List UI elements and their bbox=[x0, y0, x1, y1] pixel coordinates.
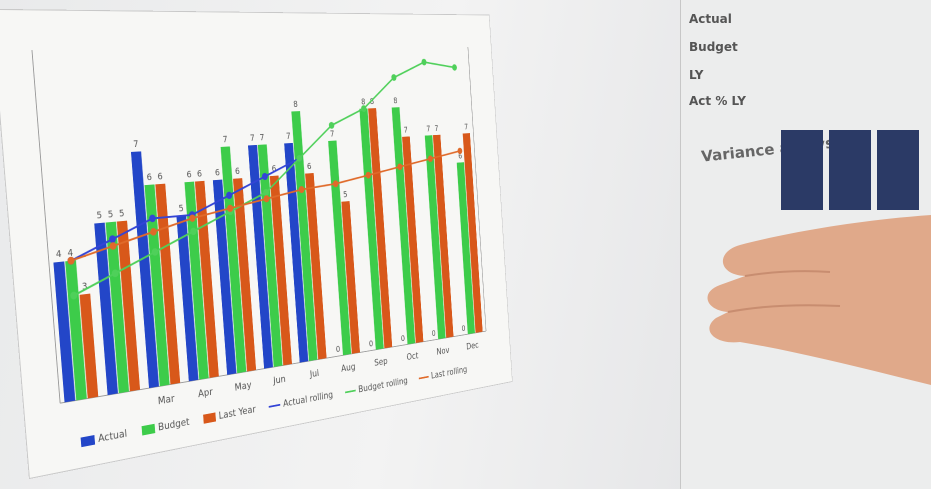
tile bbox=[781, 130, 823, 210]
data-label: 0 bbox=[432, 329, 436, 339]
data-label: 0 bbox=[336, 345, 341, 355]
data-label: 8 bbox=[361, 97, 366, 107]
data-label: 6 bbox=[215, 168, 221, 179]
row-label: Act % LY bbox=[689, 94, 746, 108]
row-label: Budget bbox=[689, 40, 738, 54]
data-label: 7 bbox=[434, 124, 438, 133]
data-label: 8 bbox=[370, 97, 375, 107]
data-label: 4 bbox=[67, 248, 73, 260]
data-label: 6 bbox=[458, 152, 462, 161]
legend-label: Budget bbox=[158, 415, 190, 433]
data-label: 3 bbox=[82, 281, 88, 293]
data-label: 7 bbox=[404, 126, 409, 136]
bar bbox=[65, 260, 87, 401]
data-label: 5 bbox=[96, 210, 102, 221]
x-tick-label: Jul bbox=[309, 367, 320, 380]
data-label: 5 bbox=[108, 209, 114, 220]
x-tick-label: Dec bbox=[466, 339, 479, 352]
data-label: 4 bbox=[55, 249, 62, 261]
x-tick-label: Jun bbox=[272, 373, 286, 387]
tile bbox=[829, 130, 871, 210]
data-label: 0 bbox=[401, 334, 406, 344]
data-label: 5 bbox=[343, 190, 348, 200]
data-label: 6 bbox=[271, 164, 276, 174]
x-tick-label: Sep bbox=[374, 355, 388, 368]
data-label: 7 bbox=[426, 125, 430, 134]
tile bbox=[877, 130, 919, 210]
x-tick-label: Oct bbox=[406, 350, 419, 363]
data-label: 8 bbox=[293, 100, 298, 110]
x-tick-label: Mar bbox=[157, 392, 175, 407]
data-label: 7 bbox=[464, 123, 468, 132]
chart-panel: Mar Apr May Jun Jul Aug Sep Oct Nov Dec 4 5 7 5 6 7 7 0 0 0… bbox=[0, 8, 513, 480]
x-tick-label: Aug bbox=[341, 361, 356, 375]
legend-label: Actual bbox=[98, 427, 128, 445]
data-label: 6 bbox=[307, 162, 312, 172]
data-label: 7 bbox=[250, 133, 255, 143]
data-label: 7 bbox=[259, 133, 264, 143]
data-label: 7 bbox=[286, 132, 291, 142]
data-label: 5 bbox=[119, 208, 125, 219]
row-label: LY bbox=[689, 68, 704, 82]
data-label: 0 bbox=[369, 339, 374, 349]
data-label: 8 bbox=[393, 96, 398, 106]
row-label: Actual bbox=[689, 12, 732, 26]
data-label: 0 bbox=[461, 324, 465, 334]
data-label: 6 bbox=[157, 172, 163, 183]
hand bbox=[707, 215, 931, 385]
data-label: 6 bbox=[186, 170, 192, 181]
data-label: 7 bbox=[133, 139, 139, 150]
finger-crease bbox=[727, 270, 841, 313]
x-tick-label: Apr bbox=[198, 385, 214, 400]
data-label: 6 bbox=[197, 169, 203, 180]
data-label: 7 bbox=[330, 129, 335, 139]
bar bbox=[53, 261, 76, 403]
x-tick-label: Nov bbox=[436, 344, 450, 357]
data-label: 7 bbox=[222, 135, 228, 146]
data-label: 6 bbox=[235, 166, 240, 177]
x-tick-label: May bbox=[234, 379, 252, 394]
data-label: 5 bbox=[178, 203, 184, 214]
data-label: 6 bbox=[146, 172, 152, 183]
